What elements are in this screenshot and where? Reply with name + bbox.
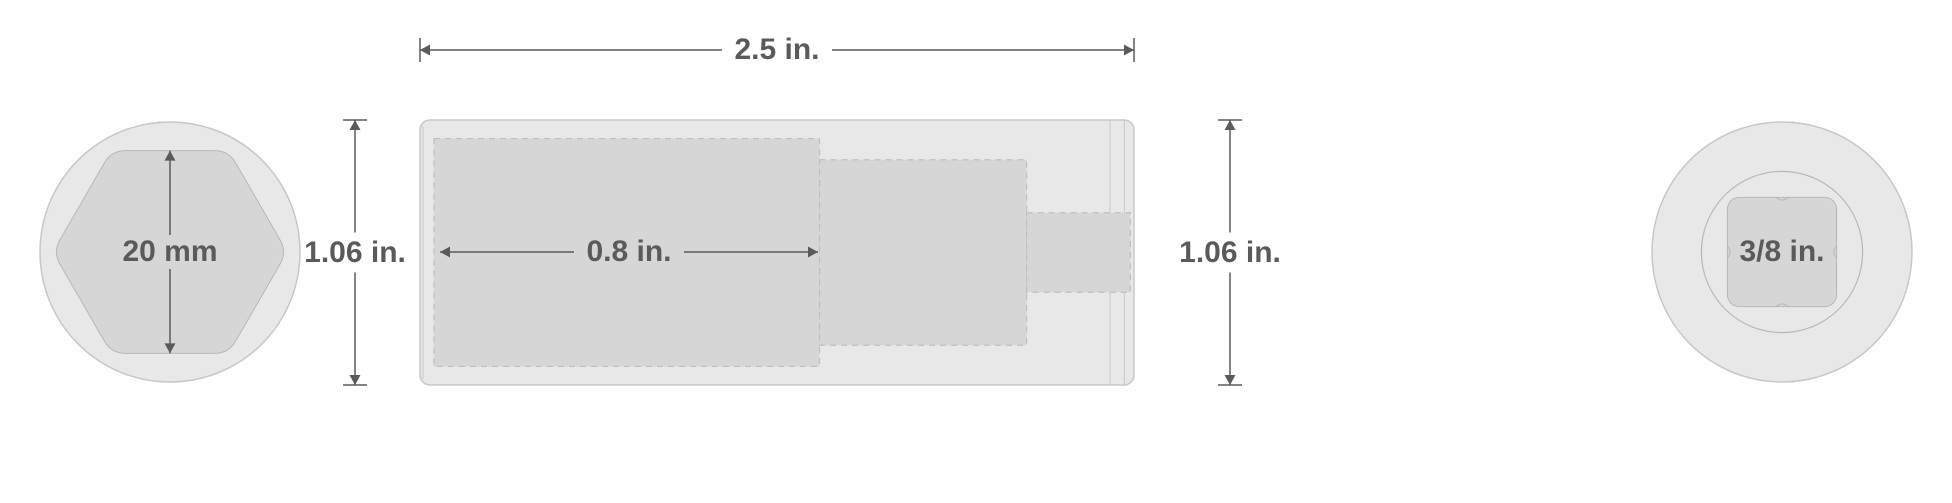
length-label: 2.5 in. xyxy=(734,33,819,67)
internal-depth-label: 0.8 in. xyxy=(580,235,677,269)
socket-spec-diagram: 20 mm 3/8 in. 2.5 in. 1.06 in. 1.06 in. 0.8 i… xyxy=(0,0,1952,503)
hex-size-label: 20 mm xyxy=(116,235,223,269)
right-diameter-label: 1.06 in. xyxy=(1179,236,1281,270)
drive-size-label: 3/8 in. xyxy=(1739,235,1824,269)
left-diameter-label: 1.06 in. xyxy=(304,236,406,270)
